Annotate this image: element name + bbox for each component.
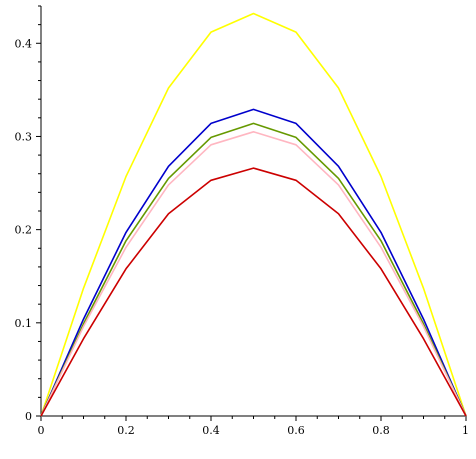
x-tick-label: 1: [462, 424, 469, 437]
axes: 0 0.2 0.4 0.6 0.8 1 0 0.1 0.2 0.3 0.4: [15, 5, 469, 437]
series-line-1: [40, 12, 467, 417]
series-line-3: [40, 122, 467, 417]
series-line-5: [40, 167, 467, 417]
y-tick-label: 0: [25, 410, 32, 423]
y-tick-label: 0.2: [15, 224, 33, 237]
x-tick-label: 0.2: [117, 424, 135, 437]
y-tick-label: 0.3: [15, 130, 33, 143]
plot-area: [40, 12, 467, 417]
series-line-2: [40, 108, 467, 417]
y-tick-label: 0.1: [15, 317, 33, 330]
y-tick-label: 0.4: [15, 37, 33, 50]
x-tick-label: 0.8: [372, 424, 390, 437]
x-tick-label: 0.4: [202, 424, 220, 437]
series-line-4: [40, 131, 467, 417]
x-tick-label: 0: [38, 424, 45, 437]
x-tick-label: 0.6: [287, 424, 305, 437]
